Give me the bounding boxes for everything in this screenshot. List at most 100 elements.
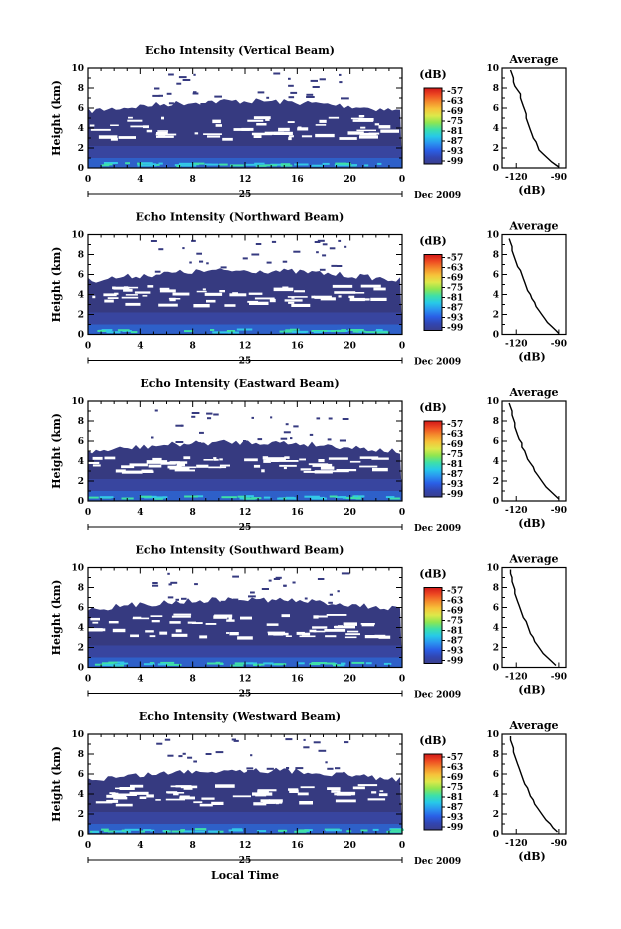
- x-tick-label: 0: [85, 342, 91, 352]
- profile-y-tick-label: 10: [486, 64, 499, 74]
- echo-cell: [322, 254, 327, 257]
- echo-gap: [215, 784, 235, 788]
- month-label: Dec 2009: [414, 857, 461, 867]
- colorbar-tick-label: -93: [447, 813, 463, 823]
- echo-gap: [301, 632, 311, 636]
- echo-gap: [324, 629, 346, 632]
- y-tick-label: 10: [71, 397, 84, 407]
- echo-strong-cell: [354, 495, 359, 498]
- y-tick-label: 8: [78, 417, 84, 427]
- echo-strong-cell: [311, 662, 328, 664]
- echo-strong-cell: [390, 828, 404, 831]
- colorbar-tick-label: -87: [447, 637, 463, 647]
- month-label: Dec 2009: [414, 691, 461, 701]
- echo-cell: [337, 265, 343, 267]
- echo-gap: [155, 799, 161, 801]
- profile-title: Average: [508, 220, 558, 233]
- echo-gap: [196, 464, 209, 468]
- echo-strong-cell: [311, 497, 327, 500]
- echo-gap: [379, 790, 384, 792]
- echo-strong-cell: [348, 329, 364, 331]
- colorbar-tick-label: -57: [447, 753, 463, 763]
- colorbar-tick-label: -75: [447, 117, 463, 127]
- profile-y-tick-label: 0: [493, 497, 499, 507]
- echo-strong-cell: [140, 162, 153, 165]
- echo-cell: [306, 93, 314, 96]
- colorbar-tick-label: -75: [447, 450, 463, 460]
- echo-cell: [205, 753, 212, 755]
- echo-gap: [294, 290, 305, 293]
- colorbar: [423, 87, 443, 165]
- y-tick-label: 6: [78, 770, 84, 780]
- x-tick-label: 8: [190, 508, 196, 518]
- echo-gap: [108, 621, 119, 624]
- profile-y-tick-label: 4: [493, 291, 499, 301]
- echo-strong-cell: [207, 662, 223, 665]
- colorbar-tick-label: -93: [447, 314, 463, 324]
- profile-x-label: (dB): [518, 684, 545, 697]
- echo-gap: [103, 293, 117, 297]
- echo-gap: [115, 803, 133, 807]
- echo-gap: [107, 297, 119, 299]
- echo-gap: [371, 457, 389, 460]
- echo-strong-cell: [290, 328, 300, 331]
- colorbar-tick-label: -87: [447, 803, 463, 813]
- echo-gap: [282, 286, 289, 289]
- echo-gap: [265, 800, 283, 804]
- echo-cell: [200, 103, 208, 105]
- echo-gap: [273, 287, 294, 292]
- echo-strong-cell: [377, 162, 382, 165]
- echo-cell: [337, 590, 340, 593]
- echo-cell: [152, 582, 158, 584]
- echo-gap: [113, 796, 128, 800]
- echo-cell: [259, 599, 263, 602]
- echo-cell: [168, 102, 174, 105]
- echo-cell: [261, 588, 269, 590]
- echo-gap: [297, 127, 309, 131]
- echo-gap: [159, 287, 170, 290]
- colorbar-tick-label: -81: [447, 627, 463, 637]
- echo-gap: [88, 461, 100, 464]
- echo-gap: [228, 617, 232, 620]
- echo-cell: [232, 575, 239, 578]
- echo-cell: [233, 771, 238, 774]
- echo-gap: [204, 292, 223, 296]
- echo-gap: [359, 135, 378, 139]
- echo-cell: [193, 760, 197, 763]
- x-tick-label: 8: [190, 841, 196, 851]
- echo-gap: [280, 457, 286, 459]
- echo-strong-cell: [277, 497, 283, 500]
- month-label: Dec 2009: [414, 191, 461, 201]
- echo-gap: [159, 289, 176, 293]
- echo-cell: [199, 260, 204, 263]
- y-tick-label: 2: [78, 477, 84, 487]
- echo-gap: [261, 469, 265, 473]
- echo-strong-cell: [227, 331, 239, 334]
- echo-strong-cell: [137, 164, 150, 167]
- echo-gap: [289, 789, 299, 793]
- echo-gap: [303, 471, 325, 473]
- profile-x-tick-label: -90: [551, 839, 567, 849]
- echo-strong-cell: [237, 495, 251, 498]
- echo-gap: [233, 128, 250, 131]
- y-axis-label: Height (km): [50, 746, 63, 822]
- echo-gap: [106, 794, 127, 798]
- colorbar-label: (dB): [419, 68, 446, 81]
- echo-gap: [118, 136, 136, 139]
- echo-cell: [328, 417, 333, 420]
- echo-cell: [154, 270, 161, 273]
- echo-gap: [291, 296, 295, 299]
- y-tick-label: 0: [78, 164, 84, 174]
- echo-gap: [318, 459, 325, 463]
- echo-strong-cell: [139, 495, 152, 498]
- profile-y-tick-label: 4: [493, 624, 499, 634]
- echo-gap: [183, 456, 191, 460]
- echo-gap: [127, 286, 139, 289]
- echo-strong-cell: [296, 331, 305, 333]
- echo-strong-cell: [212, 331, 219, 334]
- echo-gap: [112, 286, 116, 290]
- colorbar-tick-label: -87: [447, 137, 463, 147]
- echo-cell: [266, 96, 270, 99]
- echo-gap: [300, 468, 312, 471]
- echo-strong-cell: [243, 497, 256, 500]
